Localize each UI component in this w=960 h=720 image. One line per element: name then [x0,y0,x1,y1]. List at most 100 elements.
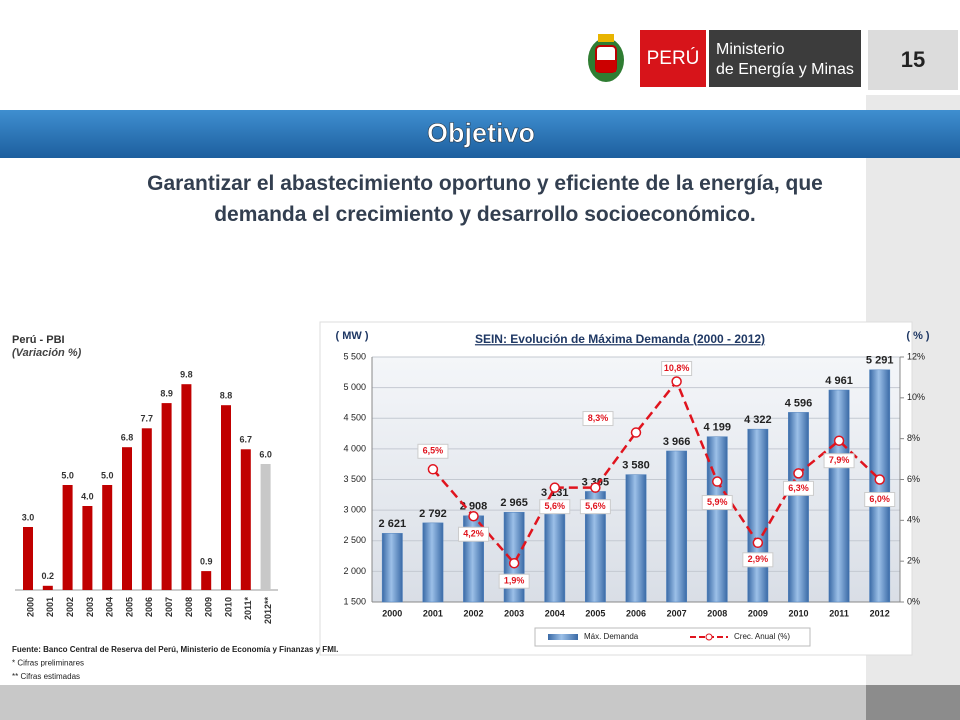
value-label: 1,9% [504,576,525,586]
value-label: 9.8 [180,370,193,380]
chart-subtitle: (Variación %) [12,347,82,359]
label-box [539,499,571,515]
bar [141,428,152,590]
label-box [782,480,814,496]
value-label: 4 199 [703,422,731,434]
bar [422,522,444,603]
label-box [701,495,733,511]
x-tick-label: 2012 [870,608,890,618]
y2-tick-label: 4% [907,515,920,525]
chart-title: SEIN: Evolución de Máxima Demanda (2000 … [475,332,765,346]
value-label: 4,2% [463,529,484,539]
value-label: 7.7 [141,414,154,424]
label-box [582,411,614,427]
value-label: 5,6% [585,501,606,511]
y-tick-label: 2 500 [343,535,366,545]
bar [240,449,251,590]
y2-tick-label: 2% [907,556,920,566]
bar [82,506,93,590]
x-tick-label: 2001 [423,608,443,618]
value-label: 3 580 [622,460,650,472]
label-box [498,573,530,589]
note: Fuente: Banco Central de Reserva del Per… [12,645,338,654]
bar [221,405,231,590]
value-label: 8.9 [160,388,173,398]
footer-bar [0,685,960,720]
value-label: 5.0 [101,470,114,480]
bar [788,412,809,603]
value-label: 6.8 [121,433,134,443]
value-label: 2 792 [419,508,447,520]
page-box [868,30,958,90]
value-label: 5,9% [707,497,728,507]
value-label: 5.0 [61,470,74,480]
note: * Cifras preliminares [12,659,84,668]
x-tick-label: 2011 [829,608,849,618]
line-marker [427,464,439,475]
label-box [579,499,611,515]
y2-tick-label: 8% [907,433,920,443]
y-tick-label: 5 000 [343,382,366,392]
y2-tick-label: 10% [907,392,925,402]
label-box [742,552,774,568]
value-label: 4.0 [81,491,94,501]
value-label: 6.7 [240,435,253,445]
footer-block [866,685,960,720]
line-marker [590,482,601,493]
bar [62,485,73,590]
line-marker [874,474,885,485]
bar [23,527,33,590]
x-tick-label: 2008 [184,597,194,617]
x-tick-label: 2008 [707,608,727,618]
chart-title: Perú - PBI [12,334,65,346]
bar [181,384,192,590]
x-tick-label: 2005 [585,608,605,618]
bar [260,464,271,590]
bar [381,533,403,603]
peru-box [640,30,706,87]
x-tick-label: 2007 [164,597,174,617]
x-tick-label: 2000 [382,608,402,618]
value-label: 5,6% [545,501,566,511]
bar [869,369,891,603]
y-tick-label: 5 500 [343,351,366,361]
bar [828,389,850,603]
value-label: 3 966 [663,436,691,448]
ministry-box [709,30,861,87]
x-tick-label: 2002 [464,608,484,618]
objective: Garantizar el abastecimiento oportuno y … [147,172,823,226]
x-tick-label: 2006 [144,597,154,617]
value-label: 8,3% [588,413,609,423]
bar [747,428,769,603]
x-tick-label: 2005 [124,597,134,617]
line-marker [630,427,642,438]
line-marker [549,482,561,493]
value-label: 7,9% [829,455,850,465]
legend-label: Máx. Demanda [584,632,639,641]
value-label: 4 961 [825,375,853,387]
note: ** Cifras estimadas [12,672,80,681]
label-box [823,453,855,469]
bar [122,447,132,590]
x-tick-label: 2000 [25,597,35,617]
bar [544,501,566,603]
x-tick-label: 2010 [223,597,233,617]
bar [102,485,113,590]
value-label: 6,3% [788,483,809,493]
value-label: 2 965 [500,497,528,509]
y-tick-label: 3 500 [343,474,366,484]
legend [534,627,811,647]
value-label: 6,0% [869,494,890,504]
value-label: 3 305 [582,476,610,488]
x-tick-label: 2010 [788,608,808,618]
y-axis-label: ( MW ) [336,330,369,342]
bar [666,450,688,603]
value-label: 2 621 [379,518,407,530]
line [431,379,881,566]
x-tick-label: 2001 [45,597,55,617]
value-label: 4 322 [744,414,772,426]
title-bar [0,110,960,158]
country: PERÚ [647,47,700,69]
y-tick-label: 4 000 [343,443,366,453]
